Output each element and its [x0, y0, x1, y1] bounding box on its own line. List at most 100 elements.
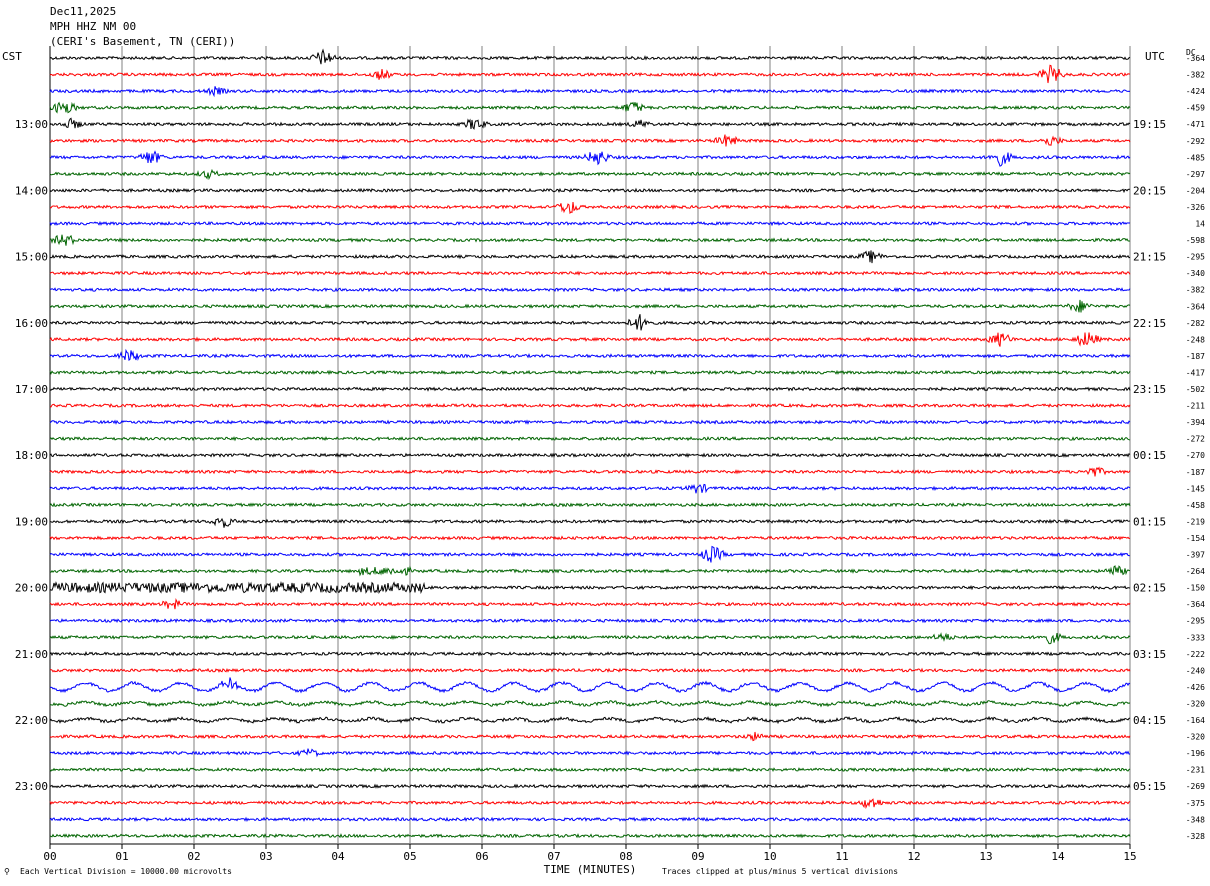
dc-offset-label: -269: [1186, 782, 1205, 791]
right-hour-label: 19:15: [1133, 118, 1166, 131]
left-hour-label: 17:00: [15, 383, 48, 396]
x-tick-label: 04: [331, 850, 345, 863]
seismic-trace-45: [49, 798, 1131, 810]
dc-offset-label: -320: [1186, 699, 1205, 708]
left-hour-label: 15:00: [15, 251, 48, 264]
seismic-trace-20: [49, 386, 1131, 392]
seismic-trace-3: [49, 101, 1131, 114]
x-tick-label: 07: [547, 850, 560, 863]
seismic-trace-12: [49, 250, 1131, 264]
seismic-trace-13: [49, 270, 1131, 276]
dc-offset-label: -328: [1186, 832, 1205, 841]
seismic-trace-33: [49, 597, 1131, 610]
x-axis-title: TIME (MINUTES): [544, 863, 637, 876]
dc-offset-label: -382: [1186, 286, 1205, 295]
dc-offset-label: -204: [1186, 186, 1205, 195]
seismic-trace-43: [49, 767, 1131, 773]
x-tick-label: 06: [475, 850, 488, 863]
right-hour-label: 02:15: [1133, 582, 1166, 595]
x-tick-label: 05: [403, 850, 416, 863]
x-tick-label: 09: [691, 850, 704, 863]
seismic-trace-37: [49, 667, 1131, 673]
dc-offset-label: -502: [1186, 385, 1205, 394]
seismic-trace-42: [49, 748, 1131, 758]
seismic-trace-14: [49, 287, 1131, 293]
dc-offset-label: -598: [1186, 236, 1205, 245]
seismic-trace-26: [49, 483, 1131, 494]
left-hour-label: 18:00: [15, 449, 48, 462]
seismic-trace-28: [50, 517, 1131, 528]
seismic-trace-2: [49, 86, 1131, 98]
seismic-trace-8: [49, 187, 1130, 194]
seismic-trace-17: [49, 332, 1131, 347]
dc-offset-label: -145: [1186, 484, 1205, 493]
dc-offset-label: -211: [1186, 402, 1205, 411]
dc-offset-label: -222: [1186, 650, 1205, 659]
dc-offset-label: -458: [1186, 501, 1205, 510]
dc-offset-label: -364: [1186, 302, 1205, 311]
right-hour-label: 00:15: [1133, 449, 1166, 462]
left-hour-label: 19:00: [15, 515, 48, 528]
dc-offset-label: -187: [1186, 468, 1205, 477]
dc-offset-label: -219: [1186, 517, 1205, 526]
dc-offset-label: -264: [1186, 567, 1205, 576]
x-tick-label: 13: [979, 850, 992, 863]
x-tick-label: 08: [619, 850, 632, 863]
left-hour-label: 21:00: [15, 648, 48, 661]
x-tick-label: 11: [835, 850, 848, 863]
right-hour-label: 20:15: [1133, 184, 1166, 197]
seismic-trace-46: [49, 816, 1131, 823]
x-tick-label: 10: [763, 850, 776, 863]
dc-offset-label: -295: [1186, 617, 1205, 626]
dc-offset-label: -248: [1186, 335, 1205, 344]
dc-offset-label: -340: [1186, 269, 1205, 278]
clip-note: Traces clipped at plus/minus 5 vertical …: [662, 867, 899, 876]
x-tick-label: 01: [115, 850, 128, 863]
seismic-trace-1: [49, 64, 1131, 84]
dc-offset-label: -375: [1186, 799, 1205, 808]
x-tick-label: 12: [907, 850, 920, 863]
dc-offset-label: -364: [1186, 600, 1205, 609]
left-hour-label: 13:00: [15, 118, 48, 131]
seismic-trace-18: [49, 348, 1131, 361]
seismic-trace-39: [49, 699, 1131, 708]
dc-offset-label: -231: [1186, 766, 1205, 775]
seismic-trace-6: [49, 150, 1131, 167]
dc-offset-label: -471: [1186, 120, 1205, 129]
dc-offset-label: -282: [1186, 319, 1205, 328]
seismic-trace-27: [49, 502, 1131, 508]
seismic-trace-47: [49, 833, 1131, 839]
left-hour-label: 20:00: [15, 582, 48, 595]
dc-offset-label: -459: [1186, 104, 1205, 113]
left-hour-label: 14:00: [15, 184, 48, 197]
seismic-trace-30: [49, 545, 1131, 563]
left-hour-label: 22:00: [15, 714, 48, 727]
dc-offset-label: -426: [1186, 683, 1205, 692]
date-label: Dec11,2025: [50, 5, 117, 18]
dc-offset-label: -240: [1186, 666, 1205, 675]
seismic-trace-34: [49, 618, 1131, 624]
x-tick-label: 00: [43, 850, 56, 863]
seismic-trace-9: [49, 202, 1131, 215]
dc-offset-label: -333: [1186, 633, 1205, 642]
dc-offset-label: -150: [1186, 584, 1205, 593]
dc-offset-label: -397: [1186, 551, 1205, 560]
dc-offset-label: -364: [1186, 54, 1205, 63]
dc-offset-label: -348: [1186, 815, 1205, 824]
dc-offset-label: -154: [1186, 534, 1205, 543]
seismic-trace-11: [49, 234, 1131, 246]
seismic-trace-25: [49, 466, 1131, 477]
seismic-trace-35: [49, 632, 1131, 645]
x-tick-label: 02: [187, 850, 200, 863]
station-label: MPH HHZ NM 00: [50, 20, 137, 33]
right-hour-label: 22:15: [1133, 317, 1166, 330]
seismic-trace-10: [49, 220, 1131, 227]
right-hour-label: 05:15: [1133, 780, 1166, 793]
seismic-trace-41: [49, 731, 1131, 742]
dc-offset-label: -270: [1186, 451, 1205, 460]
seismic-trace-4: [49, 117, 1131, 130]
location-label: (CERI's Basement, TN (CERI)): [50, 35, 236, 48]
dc-offset-label: -295: [1186, 253, 1205, 262]
dc-offset-label: -292: [1186, 137, 1205, 146]
dc-offset-label: -320: [1186, 733, 1205, 742]
